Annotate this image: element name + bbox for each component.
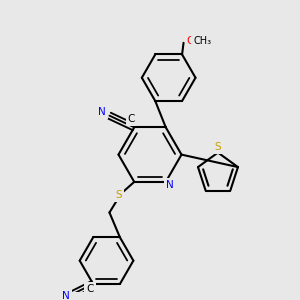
Text: S: S	[215, 142, 221, 152]
Text: C: C	[128, 114, 135, 124]
Text: N: N	[166, 180, 174, 190]
Text: CH₃: CH₃	[194, 36, 211, 46]
Text: N: N	[62, 291, 70, 300]
Text: N: N	[98, 107, 106, 117]
Text: C: C	[86, 284, 94, 294]
Text: S: S	[116, 190, 122, 200]
Text: O: O	[187, 36, 195, 46]
